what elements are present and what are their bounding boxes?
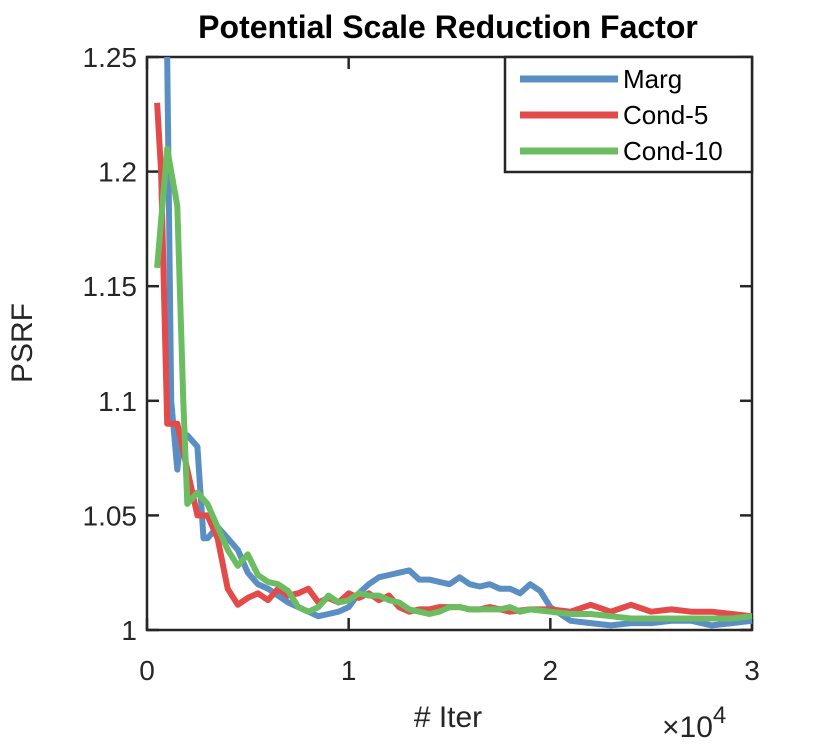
y-axis-label: PSRF xyxy=(6,303,39,383)
x-tick-label: 3 xyxy=(744,655,760,686)
y-tick-label: 1.25 xyxy=(83,42,138,73)
series-line-cond-10 xyxy=(154,145,753,622)
y-tick-label: 1.1 xyxy=(98,386,137,417)
x-tick-label: 2 xyxy=(543,655,559,686)
legend: Marg Cond-5 Cond-10 xyxy=(503,55,754,174)
chart-title: Potential Scale Reduction Factor xyxy=(198,9,698,45)
y-tick-label: 1.05 xyxy=(83,500,138,531)
plot-frame xyxy=(145,55,754,632)
legend-label-cond-5: Cond-5 xyxy=(623,100,708,130)
x-axis-exponent: ×104 xyxy=(662,702,726,744)
y-tick-label: 1 xyxy=(121,615,137,646)
series-lines xyxy=(154,56,753,629)
plot-area: 11.051.11.151.21.250 1 2 3 xyxy=(83,42,760,686)
y-tick-label: 1.15 xyxy=(83,271,138,302)
x-axis-exponent-power: 4 xyxy=(713,702,726,729)
series-line-cond-5 xyxy=(154,102,753,620)
x-tick-label: 0 xyxy=(139,655,155,686)
legend-label-cond-10: Cond-10 xyxy=(623,136,723,166)
x-axis-label: # Iter xyxy=(414,701,482,734)
y-tick-label: 1.2 xyxy=(98,157,137,188)
x-axis-exponent-base: ×10 xyxy=(662,711,713,744)
legend-label-marg: Marg xyxy=(623,64,682,94)
x-tick-label: 1 xyxy=(341,655,357,686)
